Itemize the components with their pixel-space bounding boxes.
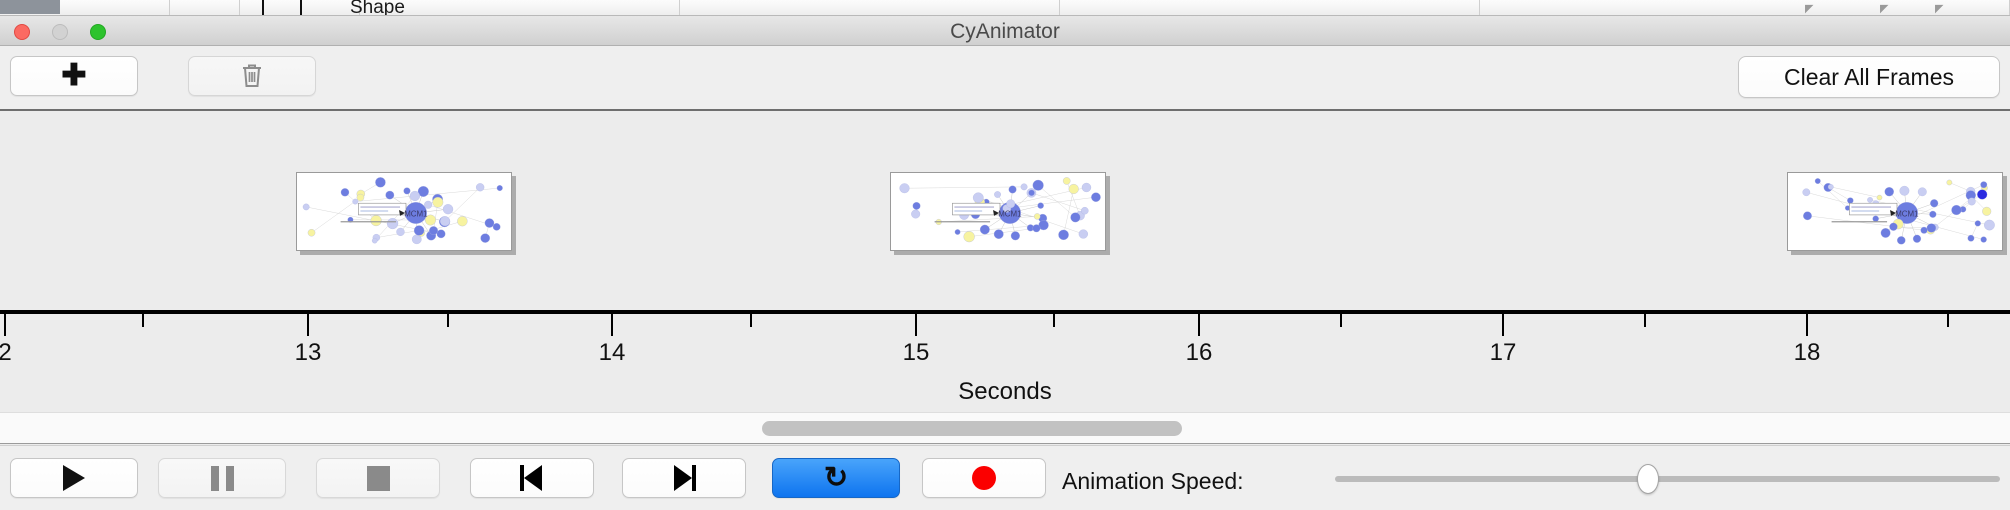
clear-all-frames-button[interactable]: Clear All Frames: [1738, 56, 2000, 98]
clear-all-frames-label: Clear All Frames: [1784, 63, 1954, 90]
close-button[interactable]: [14, 24, 30, 40]
skip-to-end-button[interactable]: [622, 458, 746, 498]
timeline-scrollbar[interactable]: [0, 412, 2010, 444]
background-column: [170, 0, 240, 15]
ruler-tick-label: 15: [902, 339, 930, 366]
ruler-tick-minor: [1644, 314, 1646, 327]
svg-text:MCM1: MCM1: [404, 209, 427, 218]
minimize-button[interactable]: [52, 24, 68, 40]
axis-title: Seconds: [958, 378, 1052, 405]
timeline-frame-thumbnail[interactable]: MCM1: [296, 172, 512, 251]
background-window-strip: Shape ◤ ◤ ◤: [0, 0, 2010, 16]
ruler-tick-minor: [142, 314, 144, 327]
background-column: [680, 0, 1060, 15]
frame-toolbar: ✚ Clear All Frames: [0, 46, 2010, 109]
ruler-tick-minor: [750, 314, 752, 327]
svg-text:MCM1: MCM1: [998, 209, 1021, 218]
skip-to-start-button[interactable]: [470, 458, 594, 498]
background-shape-label: Shape: [350, 0, 405, 16]
svg-text:MCM1: MCM1: [1895, 209, 1918, 218]
background-column: [1480, 0, 2010, 15]
ruler-tick-major: [1502, 314, 1504, 336]
skip-to-end-icon: [672, 465, 696, 491]
record-button[interactable]: [922, 458, 1046, 498]
play-button[interactable]: [10, 458, 138, 498]
ruler-tick-major: [4, 314, 6, 336]
play-icon: [63, 465, 85, 491]
stop-button[interactable]: [316, 458, 440, 498]
timeline-ruler[interactable]: Seconds 2 13 14 15 16 17 18: [0, 310, 2010, 412]
sort-arrow-icon: ◤: [1880, 3, 1889, 15]
playback-control-bar: ↻ Animation Speed:: [0, 445, 2010, 510]
axis-line: [0, 310, 2010, 314]
background-column: [1060, 0, 1480, 15]
loop-button[interactable]: ↻: [772, 458, 900, 498]
ruler-tick-label: 16: [1185, 339, 1213, 366]
ruler-tick-major: [1198, 314, 1200, 336]
sort-arrow-icon: ◤: [1805, 3, 1814, 15]
background-column: [360, 0, 680, 15]
timeline-scrollbar-thumb[interactable]: [762, 421, 1182, 436]
ruler-tick-major: [611, 314, 613, 336]
timeline-panel[interactable]: MCM1 MCM1 MCM1 Seconds 2 13 14 15 16 17 18: [0, 109, 2010, 412]
ruler-tick-major: [1806, 314, 1808, 336]
loop-icon: ↻: [823, 461, 849, 494]
ruler-tick-major: [307, 314, 309, 336]
pause-button[interactable]: [158, 458, 286, 498]
add-frame-button[interactable]: ✚: [10, 56, 138, 96]
ruler-tick-minor: [1053, 314, 1055, 327]
ruler-tick-label: 17: [1489, 339, 1517, 366]
delete-frame-button[interactable]: [188, 56, 316, 96]
frames-area[interactable]: MCM1 MCM1 MCM1: [0, 111, 2010, 312]
background-tick: [300, 0, 302, 15]
ruler-tick-minor: [1947, 314, 1949, 327]
ruler-tick-minor: [1340, 314, 1342, 327]
ruler-tick-label: 14: [598, 339, 626, 366]
background-tick: [262, 0, 264, 15]
timeline-frame-thumbnail[interactable]: MCM1: [1787, 172, 2003, 251]
animation-speed-slider[interactable]: [1335, 464, 2000, 494]
sort-arrow-icon: ◤: [1935, 3, 1944, 15]
trash-icon: [243, 64, 261, 87]
slider-thumb[interactable]: [1636, 464, 1659, 494]
ruler-tick-minor: [447, 314, 449, 327]
ruler-tick-major: [915, 314, 917, 336]
maximize-button[interactable]: [90, 24, 106, 40]
window-title: CyAnimator: [950, 20, 1060, 43]
background-column: [60, 0, 170, 15]
stop-icon: [366, 465, 390, 491]
record-icon: [972, 466, 996, 490]
animation-speed-label: Animation Speed:: [1062, 468, 1244, 494]
ruler-tick-label: 18: [1793, 339, 1821, 366]
background-dark-tab: [0, 0, 60, 14]
pause-icon: [210, 465, 234, 491]
ruler-tick-label: 13: [294, 339, 322, 366]
slider-track: [1335, 476, 2000, 482]
ruler-tick-label: 2: [0, 339, 12, 367]
timeline-frame-thumbnail[interactable]: MCM1: [890, 172, 1106, 251]
title-bar: CyAnimator: [0, 16, 2010, 46]
skip-to-start-icon: [520, 465, 544, 491]
plus-icon: ✚: [61, 59, 87, 92]
